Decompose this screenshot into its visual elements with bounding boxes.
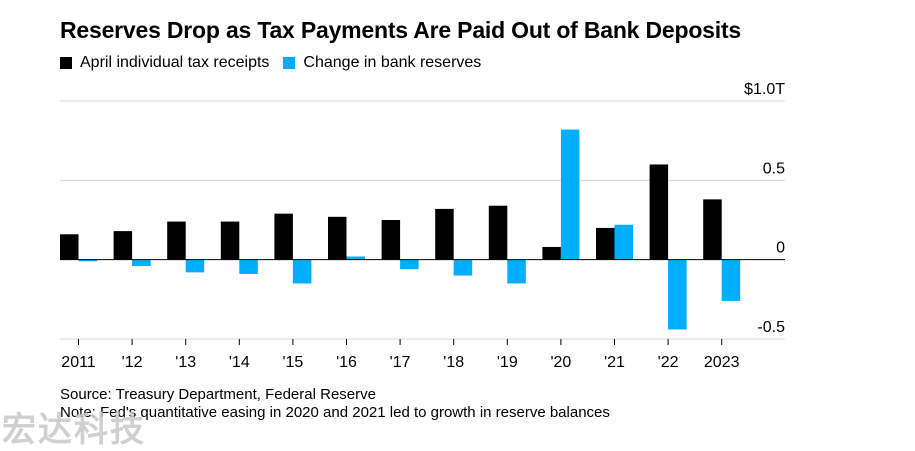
bar-bank-reserves [507,259,526,284]
bar-tax-receipts [328,216,347,260]
y-tick-label: -0.5 [757,319,785,336]
legend-swatch-tax-receipts [60,57,72,69]
legend-swatch-bank-reserves [283,57,296,69]
bar-bank-reserves [132,259,151,267]
bar-bank-reserves [346,256,365,260]
x-tick-label: 2023 [704,354,740,371]
bar-tax-receipts [220,221,240,260]
legend: April individual tax receipts Change in … [60,54,495,72]
chart-notes: Source: Treasury Department, Federal Res… [60,386,610,422]
legend-item-tax-receipts: April individual tax receipts [60,54,269,72]
bar-tax-receipts [542,246,561,260]
x-tick-label: '22 [658,354,679,371]
bar-bank-reserves [453,259,473,276]
y-tick-label: 0 [776,240,785,257]
bar-bank-reserves [400,259,419,270]
bar-tax-receipts [113,231,133,260]
x-tick-label: '15 [282,354,303,371]
y-tick-label: 0.5 [763,160,785,177]
bar-bank-reserves [560,129,580,260]
x-tick-label: '17 [390,354,411,371]
legend-item-bank-reserves: Change in bank reserves [283,54,481,72]
x-tick-label: '12 [122,354,143,371]
legend-label-tax-receipts: April individual tax receipts [80,54,270,71]
x-tick-label: '13 [175,354,196,371]
bar-bank-reserves [614,224,633,260]
bar-bank-reserves [292,259,312,284]
bar-tax-receipts [435,208,454,260]
bar-bank-reserves [78,259,97,262]
bar-bank-reserves [239,259,258,274]
bar-bank-reserves [185,259,205,273]
source-text: Source: Treasury Department, Federal Res… [60,386,376,403]
bar-tax-receipts [703,199,722,260]
bar-tax-receipts [274,213,293,260]
chart-title: Reserves Drop as Tax Payments Are Paid O… [60,17,741,43]
bar-tax-receipts [167,221,186,260]
x-tick-label: '21 [604,354,625,371]
legend-label-bank-reserves: Change in bank reserves [303,54,482,71]
x-tick-label: '14 [229,354,250,371]
bar-tax-receipts [596,227,615,260]
bar-tax-receipts [488,205,508,260]
x-tick-label: 2011 [61,354,96,371]
bar-bank-reserves [721,259,741,301]
x-tick-label: '16 [336,354,357,371]
x-tick-label: '20 [550,354,571,371]
y-tick-label: $1.0T [744,81,785,98]
x-tick-label: '18 [443,354,464,371]
x-tick-label: '19 [497,354,518,371]
note-text: Note: Fed's quantitative easing in 2020 … [60,404,610,421]
bar-bank-reserves [668,259,687,330]
watermark-logo: 宏达科技 [2,410,146,450]
bar-tax-receipts [649,164,669,260]
bar-tax-receipts [381,220,401,260]
bar-tax-receipts [60,234,79,260]
